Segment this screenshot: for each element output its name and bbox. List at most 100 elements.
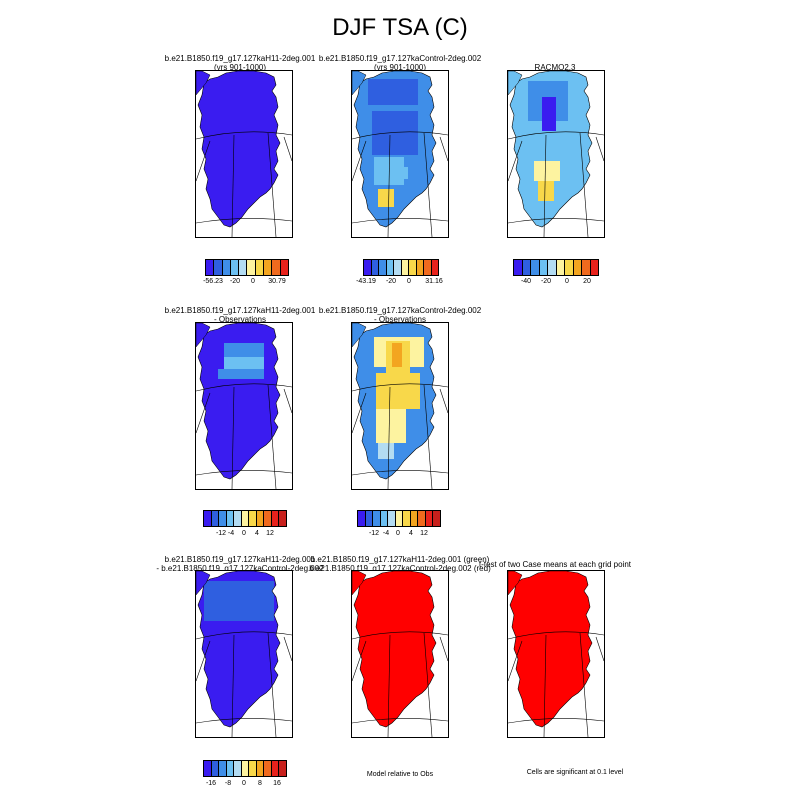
cbar-tick: -12 bbox=[215, 530, 227, 537]
colorbar-r2c1 bbox=[203, 510, 287, 527]
cbar-tick: -40 bbox=[520, 278, 532, 285]
colorbar-swatch bbox=[556, 260, 565, 275]
grid-cell bbox=[210, 101, 250, 141]
longitude-line bbox=[352, 392, 367, 434]
map-panel-r1c1 bbox=[195, 70, 293, 238]
cbar-tick: -56.23 bbox=[203, 278, 223, 285]
longitude-line bbox=[387, 386, 391, 489]
longitude-line bbox=[579, 632, 589, 737]
latitude-line bbox=[196, 470, 292, 476]
grid-cell bbox=[538, 181, 554, 201]
colorbar-r3c1 bbox=[203, 760, 287, 777]
latitude-line bbox=[352, 131, 448, 140]
note-significance: Cells are significant at 0.1 level bbox=[526, 769, 624, 776]
colorbar-swatch bbox=[234, 511, 242, 526]
latitude-line bbox=[352, 383, 448, 392]
cbar-tick: 0 bbox=[565, 278, 569, 285]
grid-cell bbox=[592, 181, 602, 195]
panel-title-line: b.e21.B1850.f19_g17.127kaH11-2deg.001 (g… bbox=[310, 555, 490, 564]
ellesmere-island bbox=[352, 71, 367, 96]
ellesmere-island bbox=[196, 71, 211, 96]
longitude-line bbox=[196, 392, 211, 434]
colorbar-swatch bbox=[211, 761, 220, 776]
panel-title-line: RACMO2.3 bbox=[534, 63, 576, 72]
cbar-tick: 0 bbox=[242, 780, 246, 787]
cbar-tick: -16 bbox=[205, 780, 217, 787]
colorbar-swatch bbox=[379, 260, 387, 275]
grid-cell bbox=[376, 409, 406, 443]
longitude-line bbox=[267, 632, 277, 737]
colorbar-swatch bbox=[514, 260, 523, 275]
cbar-tick: 4 bbox=[255, 530, 259, 537]
longitude-line bbox=[352, 640, 367, 682]
map-r2c2 bbox=[352, 323, 448, 489]
grid-cell bbox=[224, 343, 264, 357]
longitude-line bbox=[439, 136, 448, 162]
cbar-tick: -20 bbox=[385, 278, 397, 285]
panel-title-r1c1: b.e21.B1850.f19_g17.127kaH11-2deg.001 (y… bbox=[145, 54, 335, 72]
map-r3c2 bbox=[352, 571, 448, 737]
longitude-line bbox=[595, 136, 604, 162]
panel-subtitle-line: - Observations bbox=[373, 315, 427, 324]
panel-title-r3c1: b.e21.B1850.f19_g17.127kaH11-2deg.001 - … bbox=[145, 555, 335, 573]
colorbar-swatch bbox=[364, 260, 372, 275]
cbar-tick: 30.79 bbox=[268, 278, 286, 285]
colorbar-swatch bbox=[425, 511, 434, 526]
map-panel-r3c3 bbox=[507, 570, 605, 738]
longitude-line bbox=[267, 132, 277, 237]
colorbar-swatch bbox=[403, 511, 411, 526]
panel-title-r2c1: b.e21.B1850.f19_g17.127kaH11-2deg.001 - … bbox=[145, 306, 335, 324]
colorbar-swatch bbox=[247, 260, 256, 275]
latitude-line bbox=[352, 470, 448, 476]
panel-subtitle-line: - Observations bbox=[213, 315, 267, 324]
grid-cell bbox=[378, 189, 394, 207]
cbar-tick: 16 bbox=[273, 780, 281, 787]
colorbar-swatch bbox=[573, 260, 582, 275]
colorbar-swatch bbox=[264, 511, 272, 526]
colorbar-swatch bbox=[365, 511, 374, 526]
latitude-line bbox=[352, 631, 448, 640]
longitude-line bbox=[231, 134, 235, 237]
latitude-line bbox=[352, 218, 448, 224]
colorbar-swatch bbox=[214, 260, 223, 275]
cbar-tick: -43.19 bbox=[356, 278, 376, 285]
cbar-tick: -4 bbox=[382, 530, 390, 537]
ellesmere-island bbox=[196, 323, 211, 348]
cbar-tick: 0 bbox=[242, 530, 246, 537]
colorbar-swatch bbox=[380, 511, 389, 526]
cbar-tick: -20 bbox=[229, 278, 241, 285]
colorbar-swatch bbox=[395, 511, 404, 526]
panel-title-line: b.e21.B1850.f19_g17.127kaH11-2deg.001 bbox=[164, 54, 316, 63]
colorbar-swatch bbox=[219, 761, 227, 776]
colorbar-swatch bbox=[271, 761, 280, 776]
colorbar-swatch bbox=[271, 511, 280, 526]
coastline bbox=[353, 71, 437, 228]
coastline bbox=[197, 71, 281, 228]
panel-subtitle-line: b.e21.B1850.f19_g17.127kaControl-2deg.00… bbox=[309, 564, 491, 573]
longitude-line bbox=[508, 140, 523, 182]
colorbar-swatch bbox=[222, 260, 231, 275]
colorbar-swatch bbox=[373, 511, 381, 526]
panel-subtitle-line: - b.e21.B1850.f19_g17.127kaControl-2deg.… bbox=[156, 564, 324, 573]
colorbar-swatch bbox=[219, 511, 227, 526]
grid-cell bbox=[392, 167, 408, 179]
longitude-line bbox=[283, 136, 292, 162]
longitude-line bbox=[543, 634, 547, 737]
figure-title: DJF TSA (C) bbox=[332, 14, 468, 41]
map-r1c3 bbox=[508, 71, 604, 237]
colorbar-swatch bbox=[431, 260, 438, 275]
longitude-line bbox=[387, 634, 391, 737]
coastline bbox=[353, 571, 437, 728]
longitude-line bbox=[439, 636, 448, 662]
colorbar-r1c3 bbox=[513, 259, 599, 276]
panel-subtitle-line: (yrs 901-1000) bbox=[373, 63, 427, 72]
coastline bbox=[197, 323, 281, 480]
coastline bbox=[353, 323, 437, 480]
cbar-tick: -8 bbox=[224, 780, 232, 787]
grid-cell bbox=[542, 97, 556, 137]
note-model-relative: Model relative to Obs bbox=[366, 771, 434, 778]
longitude-line bbox=[267, 384, 277, 489]
latitude-line bbox=[508, 718, 604, 724]
colorbar-swatch bbox=[433, 511, 441, 526]
longitude-line bbox=[543, 134, 547, 237]
